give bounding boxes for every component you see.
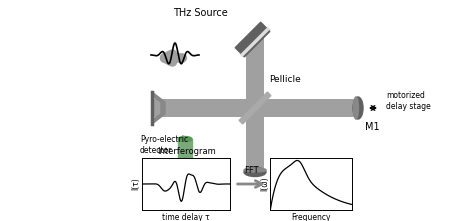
Bar — [180, 161, 190, 168]
X-axis label: Frequency: Frequency — [292, 213, 331, 221]
Ellipse shape — [244, 168, 266, 172]
Ellipse shape — [178, 158, 192, 164]
Bar — [255, 99, 360, 117]
Text: Pellicle: Pellicle — [269, 75, 301, 84]
Polygon shape — [239, 92, 271, 124]
Bar — [246, 38, 264, 108]
Ellipse shape — [353, 97, 363, 119]
Text: M2: M2 — [271, 178, 286, 188]
Y-axis label: I(ω): I(ω) — [260, 177, 269, 191]
Text: Interferogram: Interferogram — [156, 147, 215, 156]
Text: M1: M1 — [365, 122, 379, 132]
Ellipse shape — [178, 137, 192, 141]
Text: FFT: FFT — [244, 166, 259, 175]
Ellipse shape — [244, 168, 266, 177]
Polygon shape — [152, 92, 165, 124]
Ellipse shape — [180, 166, 190, 170]
Y-axis label: I(τ): I(τ) — [132, 178, 141, 190]
Ellipse shape — [354, 97, 358, 119]
Text: motorized
delay stage: motorized delay stage — [386, 91, 431, 111]
Text: Pyro-electric
detector: Pyro-electric detector — [140, 135, 188, 155]
Bar — [246, 108, 264, 175]
Polygon shape — [235, 22, 270, 57]
X-axis label: time delay τ: time delay τ — [162, 213, 210, 221]
Bar — [178, 139, 192, 161]
Text: THz Source: THz Source — [173, 8, 228, 18]
Bar — [152, 99, 255, 117]
